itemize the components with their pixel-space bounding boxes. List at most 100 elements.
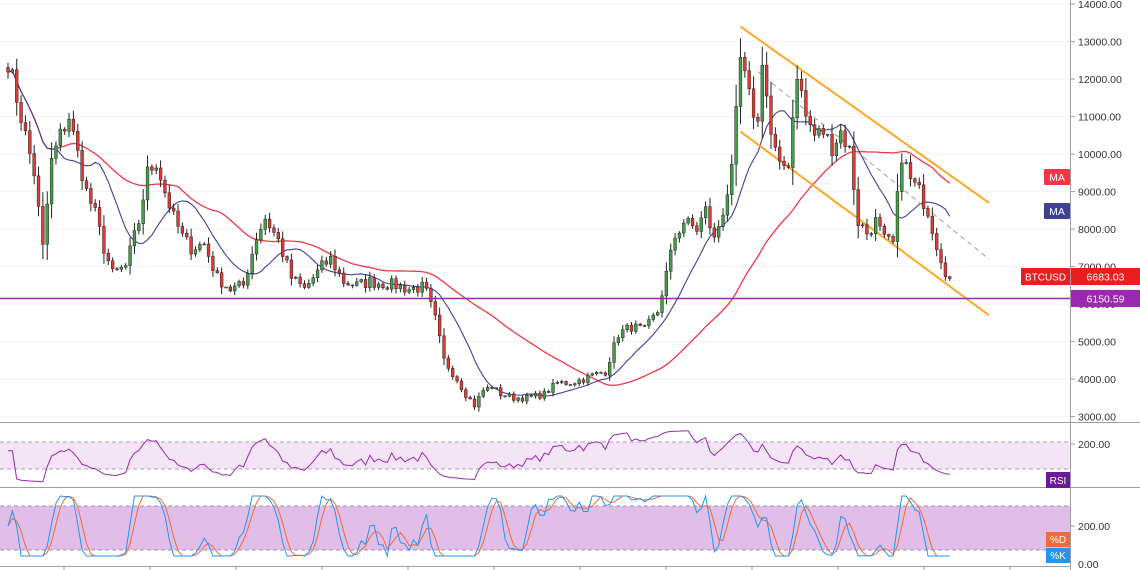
candle (821, 128, 825, 135)
candle (551, 383, 555, 393)
candle (725, 194, 730, 216)
candle (891, 236, 895, 242)
stoch-band (0, 506, 1070, 550)
candle (616, 337, 621, 344)
stochastic-pane[interactable]: 200.00 0.00 %D %K (0, 494, 1110, 570)
candle (76, 131, 80, 151)
candle (224, 286, 228, 289)
candle (730, 163, 734, 196)
candle (337, 269, 342, 274)
candle (669, 249, 673, 272)
channel-upper-line[interactable] (739, 25, 990, 204)
candle (839, 130, 843, 144)
svg-text:MA: MA (1049, 172, 1065, 184)
main-pane[interactable] (0, 0, 1070, 422)
candle (32, 153, 36, 177)
stoch-k-tag: %K (1046, 548, 1070, 563)
candle (359, 279, 363, 283)
price-tag-group: BTCUSD 6683.03 (1021, 268, 1140, 285)
main-plot-area[interactable] (0, 0, 1070, 422)
candle (664, 270, 669, 297)
candle (560, 381, 564, 383)
rsi-pane[interactable]: 200.00 RSI (0, 430, 1110, 488)
candle (494, 387, 498, 389)
candle (808, 115, 812, 125)
candle (451, 368, 455, 377)
candle (608, 362, 612, 376)
candle (19, 102, 23, 123)
candle (778, 146, 782, 162)
candle (10, 69, 15, 73)
candle (263, 218, 267, 230)
rsi-tag: RSI (1046, 472, 1070, 488)
candle (869, 233, 873, 235)
candle (673, 237, 677, 251)
candle (612, 342, 616, 363)
candle (930, 215, 934, 234)
candle (743, 56, 747, 71)
candle (141, 199, 145, 224)
candle (878, 217, 882, 227)
candle (856, 189, 860, 226)
candle (577, 379, 581, 384)
candle (843, 130, 847, 147)
candle (481, 390, 485, 397)
candle (193, 249, 198, 255)
candle (472, 398, 477, 408)
candle (167, 192, 171, 209)
candle (756, 117, 760, 122)
candle (594, 372, 599, 375)
candle (446, 357, 451, 369)
candle (455, 376, 459, 382)
last-price-tag (1071, 268, 1140, 285)
channel-lower-line[interactable] (739, 130, 990, 317)
price-tick-label: 8000.00 (1078, 224, 1116, 236)
candle (860, 224, 865, 227)
candle (464, 389, 468, 398)
candle (738, 56, 743, 107)
candle (237, 281, 241, 287)
stoch-k-line (7, 494, 950, 558)
price-tick-label: 12000.00 (1078, 74, 1122, 86)
support-label: 6150.59 (1087, 293, 1125, 305)
price-scale[interactable]: 3000.004000.005000.006000.007000.008000.… (1070, 0, 1122, 424)
candle (267, 218, 272, 229)
candle (403, 284, 407, 293)
candle (917, 181, 921, 186)
candle (686, 217, 690, 224)
candle (93, 203, 97, 208)
candle (119, 266, 124, 270)
candle (202, 243, 206, 246)
candle (516, 397, 520, 401)
candle (769, 95, 773, 135)
candle (773, 133, 778, 148)
candle (206, 243, 211, 257)
candle (764, 64, 769, 97)
candle (158, 167, 163, 181)
candle (315, 269, 320, 279)
candle (499, 387, 503, 397)
candle (908, 162, 913, 179)
candle (638, 323, 642, 326)
candle (734, 106, 738, 165)
candle (586, 374, 590, 383)
candle (634, 323, 638, 332)
candle (490, 386, 494, 389)
candle (791, 117, 795, 168)
candle (573, 383, 577, 386)
candle (677, 232, 682, 239)
candle (307, 283, 311, 288)
candle (320, 260, 324, 271)
time-axis[interactable] (63, 566, 1011, 570)
candle (241, 281, 246, 286)
candle (110, 260, 115, 269)
candle (760, 64, 764, 122)
candle (830, 133, 834, 156)
candle (437, 314, 442, 337)
candle (935, 233, 939, 250)
candle (721, 214, 725, 227)
candle (682, 222, 686, 234)
price-tick-label: 3000.00 (1078, 412, 1116, 424)
candle (442, 335, 446, 359)
